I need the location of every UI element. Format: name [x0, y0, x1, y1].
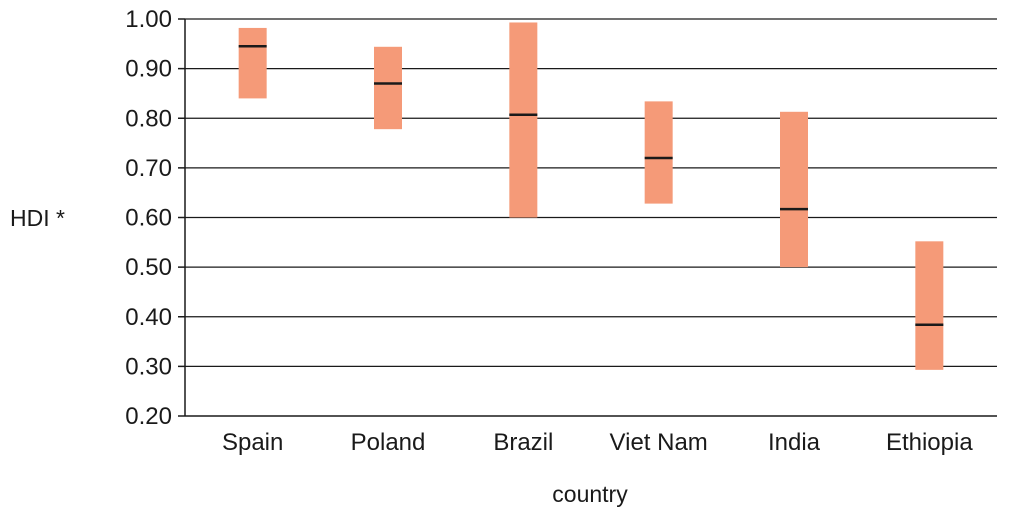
y-tick-label: 1.00: [125, 6, 172, 33]
x-tick-label: Viet Nam: [610, 429, 708, 456]
range-bar: [915, 241, 944, 370]
y-tick-label: 0.30: [125, 353, 172, 380]
y-tick-label: 0.90: [125, 56, 172, 83]
range-bar: [644, 101, 673, 204]
x-tick-label: Ethiopia: [886, 429, 973, 456]
range-bar: [509, 22, 538, 218]
y-tick-label: 0.40: [125, 304, 172, 331]
range-bar: [374, 46, 402, 130]
grid-lines: [185, 18, 997, 367]
y-tick-label: 0.80: [125, 105, 172, 132]
range-bar: [780, 111, 808, 268]
x-axis-tick-labels: Spain Poland Brazil Viet Nam India Ethiopia: [222, 429, 973, 456]
range-bars: [238, 22, 944, 370]
range-bar: [238, 27, 267, 99]
y-tick-label: 0.70: [125, 155, 172, 182]
x-tick-label: Brazil: [493, 429, 553, 456]
y-axis-title: HDI *: [10, 205, 65, 231]
y-tick-label: 0.60: [125, 205, 172, 232]
x-tick-label: India: [768, 429, 821, 456]
y-tick-label: 0.50: [125, 254, 172, 281]
x-tick-label: Spain: [222, 429, 283, 456]
y-tick-label: 0.20: [125, 403, 172, 430]
x-tick-label: Poland: [351, 429, 426, 456]
y-axis-ticks: 0.20 0.30 0.40 0.50 0.60 0.70 0.80 0.90 1.00: [125, 6, 185, 430]
x-axis-title: country: [552, 481, 628, 507]
